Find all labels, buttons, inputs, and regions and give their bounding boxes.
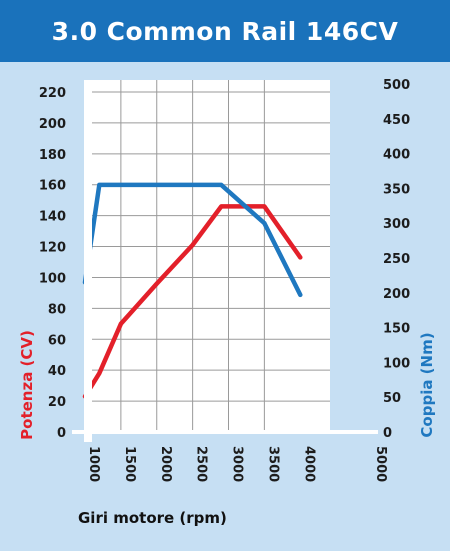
y-left-tick-label: 100 xyxy=(39,271,66,286)
chart-title: 3.0 Common Rail 146CV xyxy=(51,16,399,46)
x-tick-label: 5000 xyxy=(373,446,388,482)
y-right-tick-label: 50 xyxy=(383,391,401,406)
x-tick-label: 1500 xyxy=(122,446,137,482)
x-tick-label: 3000 xyxy=(230,446,245,482)
y-left-axis-title: Potenza (CV) xyxy=(18,330,36,440)
y-left-tick-label: 60 xyxy=(48,333,66,348)
axes-layer xyxy=(72,80,378,442)
x-tick-label: 2500 xyxy=(194,446,209,482)
y-left-tick-label: 80 xyxy=(48,302,66,317)
y-left-tick-label: 20 xyxy=(48,395,66,410)
y-right-tick-label: 350 xyxy=(383,182,410,197)
series-layer xyxy=(82,182,303,399)
y-left-tick-label: 40 xyxy=(48,364,66,379)
x-tick-label: 4000 xyxy=(301,446,316,482)
y-right-tick-label: 150 xyxy=(383,322,410,337)
series-line-potenza xyxy=(82,204,303,399)
y-right-tick-label: 100 xyxy=(383,356,410,371)
y-right-tick-label: 250 xyxy=(383,252,410,267)
x-axis-title: Giri motore (rpm) xyxy=(78,509,227,527)
y-right-tick-label: 400 xyxy=(383,148,410,163)
x-tick-label: 2000 xyxy=(158,446,173,482)
y-left-tick-label: 200 xyxy=(39,117,66,132)
y-right-tick-label: 500 xyxy=(383,78,410,93)
y-right-tick-label: 300 xyxy=(383,217,410,232)
tick-labels: 0 20 40 60 80 100 120 140 160 180 200 220 0 50 100 150 2… xyxy=(39,78,410,482)
y-left-tick-label: 0 xyxy=(57,426,66,441)
series-line-coppia xyxy=(82,182,303,298)
y-left-tick-label: 220 xyxy=(39,86,66,101)
y-left-tick-label: 140 xyxy=(39,210,66,225)
y-left-tick-label: 120 xyxy=(39,241,66,256)
y-right-tick-label: 0 xyxy=(383,426,392,441)
x-tick-label: 3500 xyxy=(265,446,280,482)
plot-area xyxy=(85,80,330,432)
y-right-axis-title: Coppia (Nm) xyxy=(418,332,436,437)
y-right-tick-label: 200 xyxy=(383,287,410,302)
y-left-tick-label: 180 xyxy=(39,148,66,163)
title-band: 3.0 Common Rail 146CV xyxy=(0,0,450,62)
y-left-tick-label: 160 xyxy=(39,179,66,194)
y-right-tick-label: 450 xyxy=(383,113,410,128)
x-tick-label: 1000 xyxy=(86,446,101,482)
grid-lines xyxy=(85,80,330,432)
